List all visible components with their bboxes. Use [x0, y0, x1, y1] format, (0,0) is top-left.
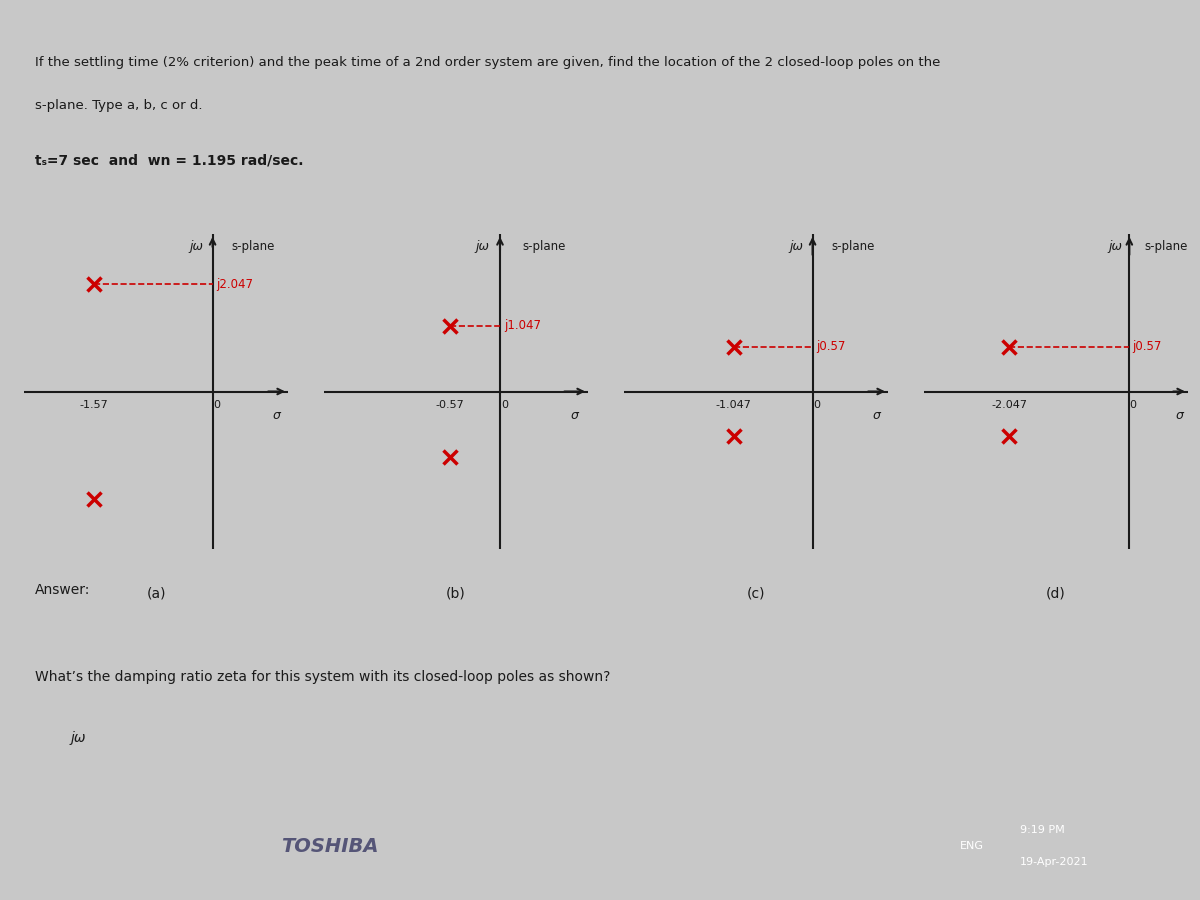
Text: s-plane: s-plane	[522, 240, 565, 253]
Text: 19-Apr-2021: 19-Apr-2021	[1020, 857, 1088, 868]
Text: -2.047: -2.047	[991, 400, 1027, 410]
Text: s-plane: s-plane	[1144, 240, 1187, 253]
Text: ENG: ENG	[960, 841, 984, 851]
Text: s-plane. Type a, b, c or d.: s-plane. Type a, b, c or d.	[35, 99, 203, 112]
Text: (c): (c)	[746, 587, 766, 601]
Text: jω: jω	[70, 732, 85, 745]
Text: (d): (d)	[1046, 587, 1066, 601]
Text: j2.047: j2.047	[216, 277, 253, 291]
Text: (b): (b)	[446, 587, 466, 601]
Text: -1.047: -1.047	[715, 400, 751, 410]
Text: 9:19 PM: 9:19 PM	[1020, 824, 1064, 835]
Text: tₛ=7 sec  and  wn = 1.195 rad/sec.: tₛ=7 sec and wn = 1.195 rad/sec.	[35, 153, 304, 167]
Text: s-plane: s-plane	[232, 240, 275, 253]
Text: 0: 0	[812, 400, 820, 410]
Text: -0.57: -0.57	[436, 400, 464, 410]
Text: If the settling time (2% criterion) and the peak time of a 2nd order system are : If the settling time (2% criterion) and …	[35, 56, 941, 68]
Text: Answer:: Answer:	[35, 583, 91, 598]
Text: σ: σ	[872, 409, 881, 421]
Text: 0: 0	[500, 400, 508, 410]
Text: -1.57: -1.57	[79, 400, 108, 410]
Text: jω: jω	[190, 240, 204, 253]
Text: j0.57: j0.57	[1133, 340, 1162, 353]
Text: jω: jω	[790, 240, 804, 253]
Text: σ: σ	[571, 409, 578, 421]
Text: σ: σ	[272, 409, 281, 421]
Text: s-plane: s-plane	[832, 240, 875, 253]
Text: TOSHIBA: TOSHIBA	[281, 836, 379, 856]
Text: σ: σ	[1175, 409, 1183, 421]
Text: 0: 0	[212, 400, 220, 410]
Text: 0: 0	[1129, 400, 1135, 410]
Text: (a): (a)	[146, 587, 166, 601]
Text: What’s the damping ratio zeta for this system with its closed-loop poles as show: What’s the damping ratio zeta for this s…	[35, 670, 611, 684]
Text: j0.57: j0.57	[816, 340, 846, 353]
Text: jω: jω	[1109, 240, 1122, 253]
Text: j1.047: j1.047	[504, 319, 541, 332]
Text: jω: jω	[475, 240, 490, 253]
